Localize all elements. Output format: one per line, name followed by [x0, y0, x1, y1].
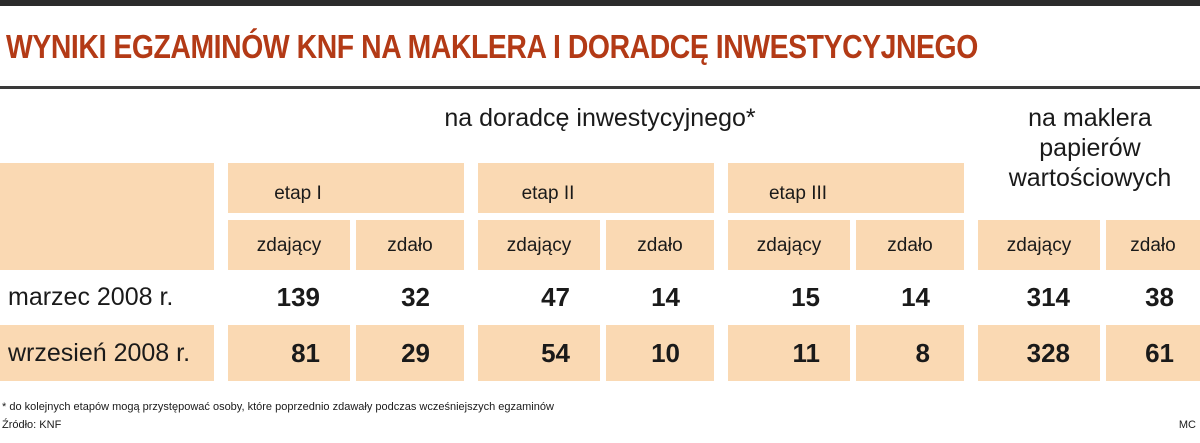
col-header-3: zdający	[506, 235, 572, 256]
stage-3-header-cell	[728, 163, 964, 213]
row-2-cell-bg-7	[978, 325, 1100, 381]
col-header-7: zdający	[1006, 235, 1072, 256]
cell-r1-c3: 47	[541, 282, 570, 312]
col-6-header-cell	[856, 220, 964, 270]
cell-r1-c8: 38	[1145, 282, 1174, 312]
cell-r2-c7: 328	[1026, 338, 1070, 368]
header-doradca: na doradcę inwestycyjnego*	[444, 104, 756, 132]
row-2-cell-bg-6	[856, 325, 964, 381]
col-header-1: zdający	[256, 235, 322, 256]
col-header-4: zdało	[637, 235, 683, 256]
stage-2-header-cell	[478, 163, 714, 213]
row-2-cell-bg-4	[606, 325, 714, 381]
col-1-header-cell	[228, 220, 350, 270]
col-header-5: zdający	[756, 235, 822, 256]
row-label-header-cell	[0, 163, 214, 270]
cell-r2-c2: 29	[401, 338, 430, 368]
cell-r2-c1: 81	[291, 338, 320, 368]
col-8-header-cell	[1106, 220, 1200, 270]
row-label-2: wrzesień 2008 r.	[8, 339, 191, 367]
cell-r2-c4: 10	[651, 338, 680, 368]
cell-r2-c5: 11	[792, 338, 821, 368]
stage-1-header-cell	[228, 163, 464, 213]
chart-title: WYNIKI EGZAMINÓW KNF NA MAKLERA I DORADC…	[6, 28, 978, 65]
row-2-cell-bg-3	[478, 325, 600, 381]
row-2-cell-bg-2	[356, 325, 464, 381]
source-note: Źródło: KNF	[2, 419, 62, 431]
cell-r1-c1: 139	[276, 282, 320, 312]
col-header-8: zdało	[1130, 235, 1176, 256]
col-header-2: zdało	[387, 235, 433, 256]
stage-header-1: etap I	[274, 183, 322, 204]
col-4-header-cell	[606, 220, 714, 270]
col-3-header-cell	[478, 220, 600, 270]
cell-r2-c6: 8	[915, 338, 930, 368]
cell-r2-c3: 54	[541, 338, 570, 368]
cell-r1-c2: 32	[401, 282, 430, 312]
cell-r1-c5: 15	[791, 282, 820, 312]
credit: MC	[1178, 419, 1196, 431]
stage-header-3: etap III	[768, 183, 828, 204]
top-rule	[0, 0, 1200, 6]
header-makler: na maklera papierów wartościowych	[1008, 104, 1172, 192]
cell-r1-c6: 14	[901, 282, 930, 312]
stage-header-2: etap II	[521, 183, 575, 204]
col-5-header-cell	[728, 220, 850, 270]
row-2-cell-bg-1	[228, 325, 350, 381]
cell-r1-c4: 14	[651, 282, 680, 312]
row-2-cell-bg-8	[1106, 325, 1200, 381]
col-2-header-cell	[356, 220, 464, 270]
row-2-label-cell	[0, 325, 214, 381]
row-label-1: marzec 2008 r.	[8, 283, 174, 311]
cell-r2-c8: 61	[1145, 338, 1174, 368]
cell-r1-c7: 314	[1026, 282, 1070, 312]
row-2-cell-bg-5	[728, 325, 850, 381]
col-header-6: zdało	[887, 235, 933, 256]
col-7-header-cell	[978, 220, 1100, 270]
footnote: * do kolejnych etapów mogą przystępować …	[2, 401, 554, 413]
title-rule	[0, 86, 1200, 89]
